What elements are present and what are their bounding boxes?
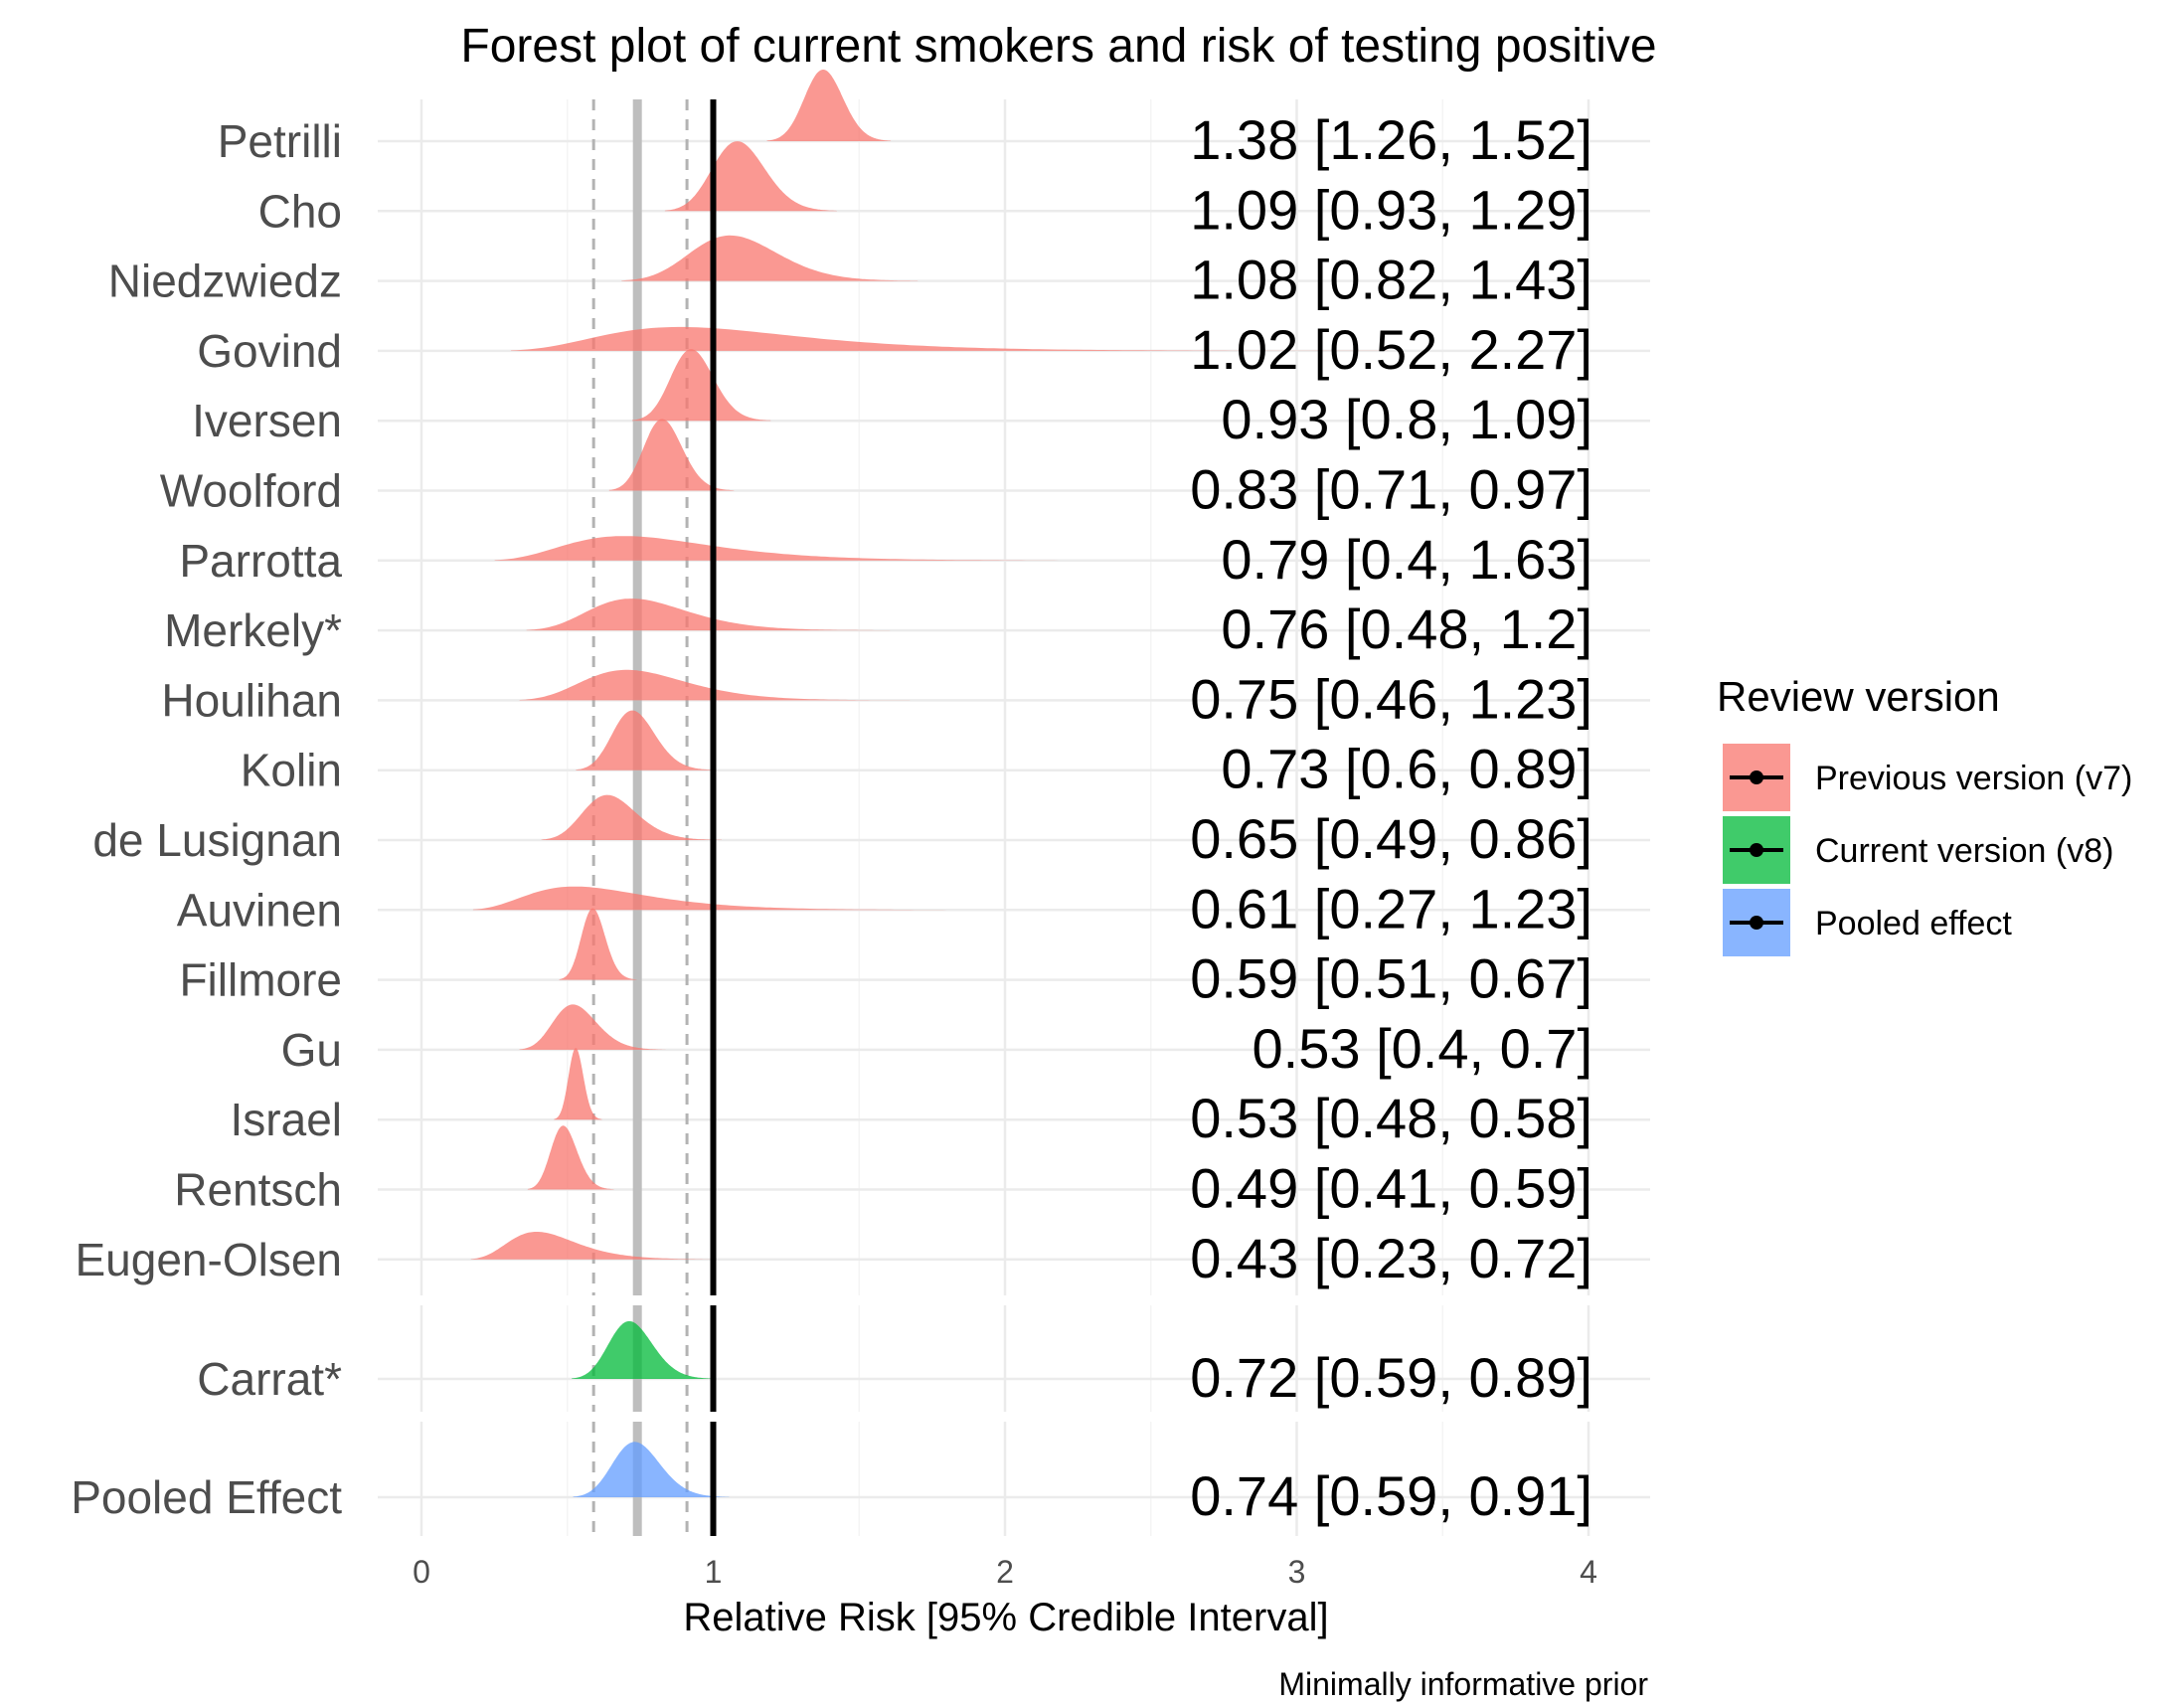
- study-labels: Petrilli Cho Niedzwiedz Govind Iversen Woolfo…: [71, 115, 342, 1523]
- estimate-text: 0.75 [0.46, 1.23]: [1190, 667, 1592, 730]
- study-label: Woolford: [160, 465, 342, 517]
- density-iversen: [632, 349, 771, 422]
- legend-title: Review version: [1717, 673, 2000, 720]
- study-label: de Lusignan: [92, 814, 342, 866]
- study-label: Auvinen: [177, 884, 342, 936]
- estimate-labels: 1.38 [1.26, 1.52] 1.09 [0.93, 1.29] 1.08 […: [1190, 108, 1592, 1527]
- legend-label: Pooled effect: [1815, 905, 2012, 942]
- legend-key-point: [1750, 916, 1763, 930]
- density-pooled-effect: [573, 1442, 730, 1497]
- study-label: Pooled Effect: [71, 1471, 342, 1523]
- study-label: Merkely*: [164, 604, 342, 656]
- x-axis: 0 1 2 3 4: [413, 1554, 1597, 1590]
- density-israel: [554, 1048, 602, 1120]
- density-auvinen: [472, 886, 1036, 911]
- density-niedzwiedz: [621, 235, 919, 281]
- legend-key-point: [1750, 843, 1763, 857]
- study-label: Gu: [281, 1024, 342, 1076]
- density-gu: [519, 1004, 666, 1050]
- legend-label: Current version (v8): [1815, 832, 2113, 870]
- density-govind: [510, 326, 1413, 351]
- study-label: Niedzwiedz: [108, 256, 342, 307]
- estimate-text: 1.09 [0.93, 1.29]: [1190, 178, 1592, 241]
- x-tick-label: 3: [1288, 1554, 1306, 1590]
- x-tick-label: 4: [1580, 1554, 1597, 1590]
- study-label: Israel: [231, 1094, 342, 1145]
- estimate-text: 0.83 [0.71, 0.97]: [1190, 458, 1592, 521]
- density-eugen-olsen: [470, 1232, 741, 1260]
- study-label: Iversen: [192, 395, 342, 446]
- density-curves: [470, 70, 1413, 1497]
- estimate-text: 0.93 [0.8, 1.09]: [1221, 388, 1592, 450]
- density-de-lusignan: [541, 794, 722, 840]
- study-label: Parrotta: [179, 535, 342, 587]
- chart-caption: Minimally informative prior: [1278, 1666, 1648, 1702]
- chart-title: Forest plot of current smokers and risk …: [460, 20, 1656, 73]
- legend: Review version Previous version (v7) Curr…: [1717, 673, 2132, 956]
- study-label: Kolin: [241, 745, 342, 796]
- x-tick-label: 2: [996, 1554, 1014, 1590]
- estimate-text: 0.79 [0.4, 1.63]: [1221, 528, 1592, 591]
- estimate-text: 0.49 [0.41, 0.59]: [1190, 1157, 1592, 1220]
- estimate-text: 0.43 [0.23, 0.72]: [1190, 1227, 1592, 1289]
- density-cho: [664, 141, 837, 212]
- estimate-text: 0.74 [0.59, 0.91]: [1190, 1464, 1592, 1527]
- estimate-text: 0.61 [0.27, 1.23]: [1190, 877, 1592, 939]
- density-woolford: [608, 419, 735, 491]
- estimate-text: 1.02 [0.52, 2.27]: [1190, 318, 1592, 381]
- legend-key-point: [1750, 770, 1763, 784]
- study-label: Fillmore: [179, 954, 342, 1006]
- estimate-text: 0.72 [0.59, 0.89]: [1190, 1346, 1592, 1409]
- x-axis-title: Relative Risk [95% Credible Interval]: [683, 1596, 1328, 1639]
- x-tick-label: 0: [413, 1554, 430, 1590]
- estimate-text: 0.73 [0.6, 0.89]: [1221, 738, 1592, 800]
- x-tick-label: 1: [705, 1554, 723, 1590]
- estimate-text: 0.53 [0.4, 0.7]: [1253, 1017, 1592, 1080]
- study-label: Houlihan: [161, 674, 342, 726]
- density-houlihan: [519, 669, 911, 701]
- density-merkely-: [526, 598, 891, 631]
- estimate-text: 1.38 [1.26, 1.52]: [1190, 108, 1592, 171]
- study-label: Eugen-Olsen: [76, 1234, 343, 1285]
- estimate-text: 0.65 [0.49, 0.86]: [1190, 807, 1592, 870]
- estimate-text: 1.08 [0.82, 1.43]: [1190, 249, 1592, 311]
- study-label: Petrilli: [218, 115, 342, 167]
- density-petrilli: [766, 70, 892, 141]
- study-label: Cho: [258, 185, 342, 237]
- legend-label: Previous version (v7): [1815, 760, 2132, 797]
- density-parrotta: [494, 536, 1148, 561]
- study-label: Govind: [197, 325, 342, 377]
- estimate-text: 0.76 [0.48, 1.2]: [1221, 598, 1592, 660]
- estimate-text: 0.53 [0.48, 0.58]: [1190, 1087, 1592, 1149]
- density-kolin: [576, 710, 716, 770]
- study-label: Rentsch: [174, 1164, 342, 1216]
- study-label: Carrat*: [197, 1353, 342, 1405]
- density-rentsch: [527, 1125, 614, 1190]
- estimate-text: 0.59 [0.51, 0.67]: [1190, 947, 1592, 1010]
- density-carrat-: [572, 1320, 716, 1379]
- density-fillmore: [559, 908, 637, 980]
